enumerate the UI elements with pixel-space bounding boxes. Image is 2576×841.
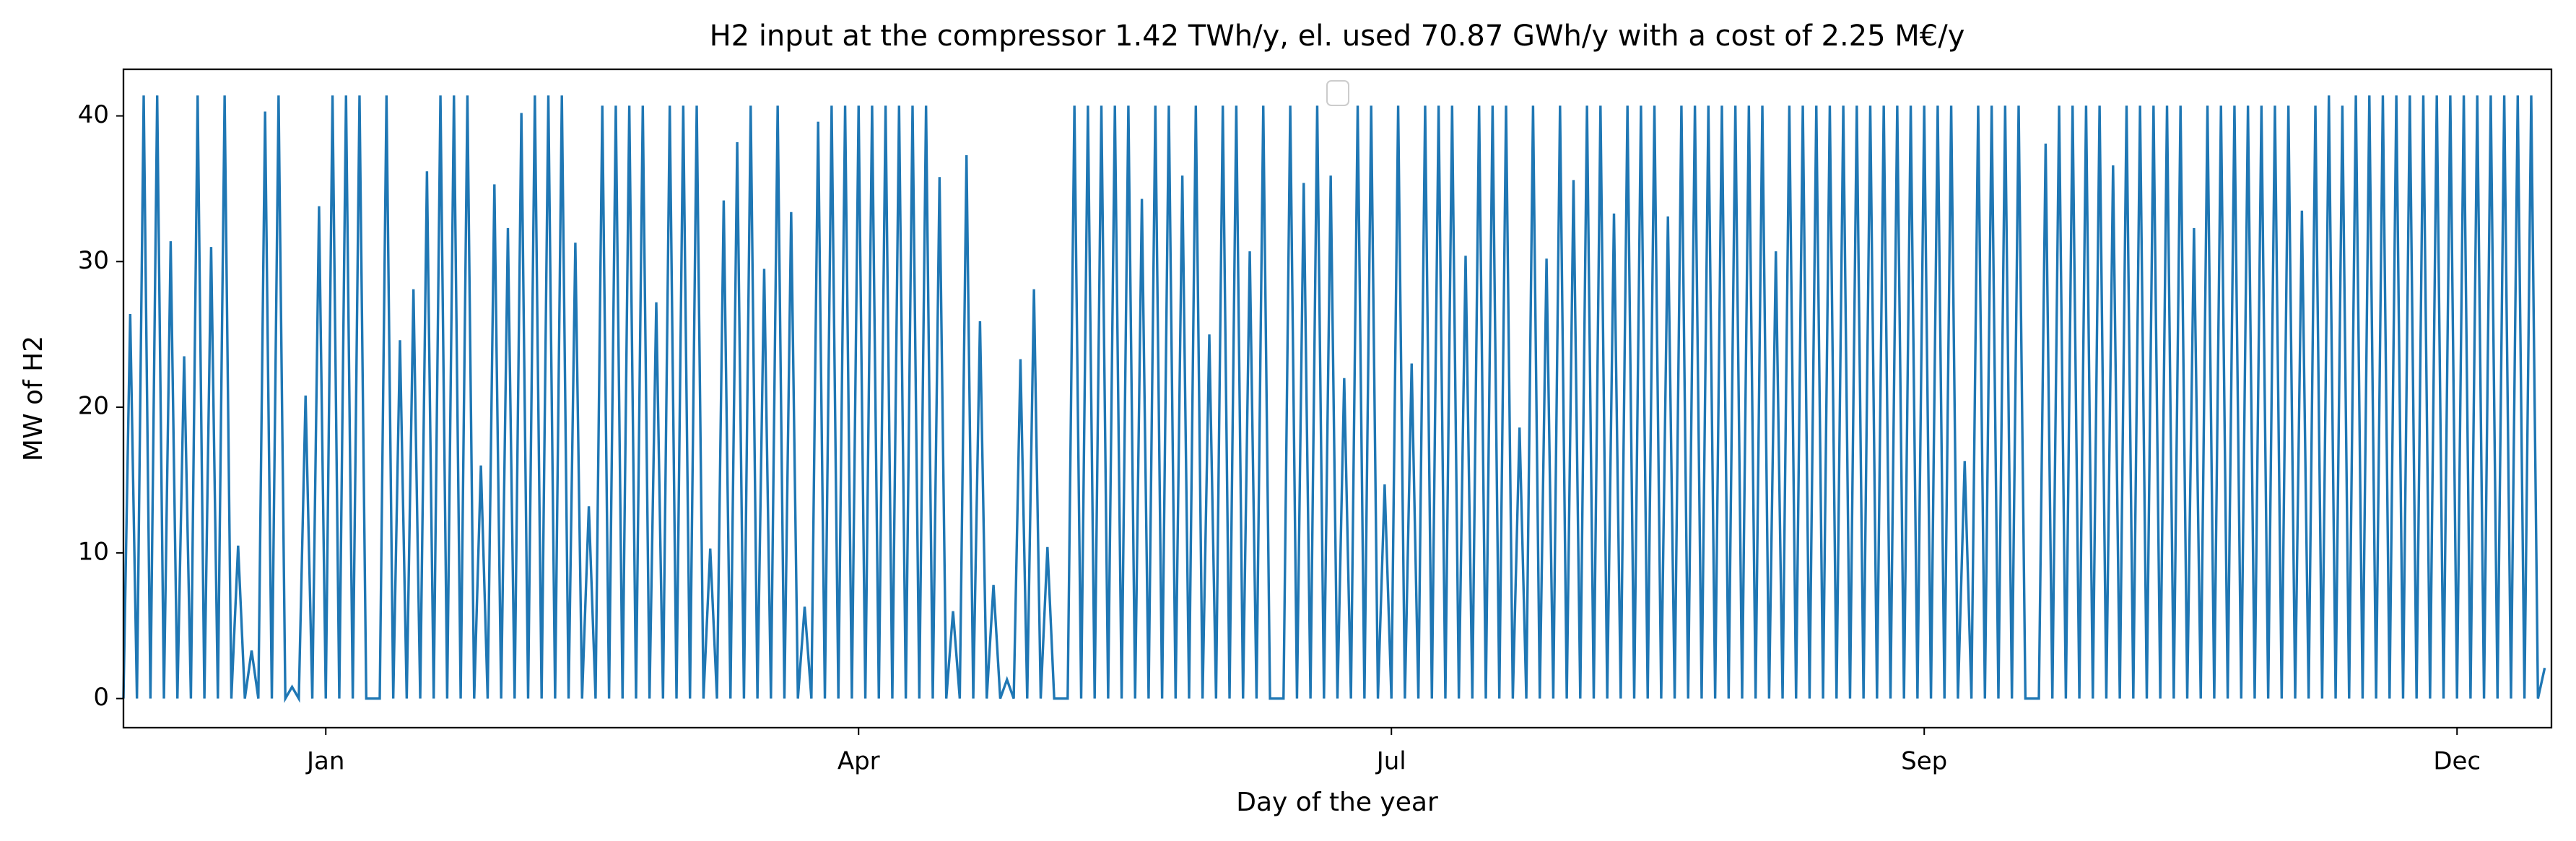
data-line xyxy=(122,95,2546,703)
y-tick-label: 30 xyxy=(78,246,109,275)
x-axis-label: Day of the year xyxy=(1236,788,1438,817)
legend-box xyxy=(1326,80,1349,106)
x-tick-label: Sep xyxy=(1901,747,1947,776)
y-tick-label: 0 xyxy=(93,683,109,712)
chart-title: H2 input at the compressor 1.42 TWh/y, e… xyxy=(710,19,1965,53)
y-axis-label: MW of H2 xyxy=(19,336,48,461)
y-tick-label: 20 xyxy=(78,392,109,421)
y-tick-label: 40 xyxy=(78,100,109,129)
plot-frame xyxy=(122,68,2553,729)
x-tick-label: Dec xyxy=(2433,747,2481,776)
x-tick-label: Jan xyxy=(305,747,344,776)
x-tick-label: Jul xyxy=(1375,747,1406,776)
x-tick-label: Apr xyxy=(837,747,880,776)
y-tick-label: 10 xyxy=(78,537,109,566)
